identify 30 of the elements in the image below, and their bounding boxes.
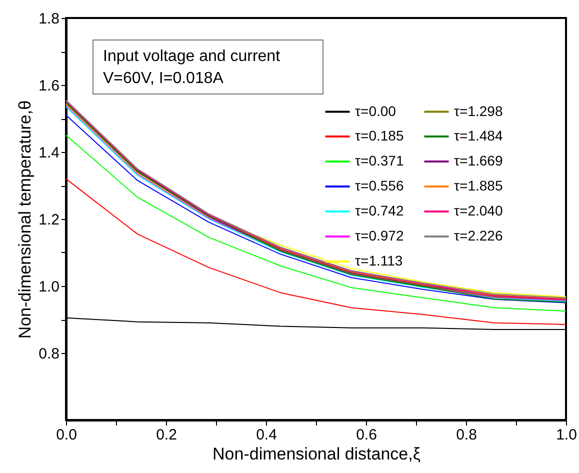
x-tick-label: 0.6 [356,426,377,444]
legend-label: τ=0.371 [355,152,404,168]
legend-label: τ=0.972 [355,228,404,244]
legend-label: τ=1.113 [355,252,403,268]
legend-label: τ=1.484 [454,128,503,144]
x-tick-label: 0.8 [456,426,477,444]
annotation: V=60V, I=0.018A [103,70,224,87]
x-axis-title: Non-dimensional distance,ξ [212,444,421,464]
y-tick-label: 1.4 [38,144,60,162]
x-tick-label: 0.0 [56,426,77,444]
legend-label: τ=0.742 [355,202,404,218]
annotation: Input voltage and current [103,48,281,65]
legend-label: τ=1.669 [454,152,503,168]
legend-label: τ=0.185 [355,128,404,144]
y-axis-title: Non-dimensional temperature,θ [16,100,35,339]
y-tick-label: 1.2 [38,212,60,228]
y-tick-label: 1.6 [38,78,60,94]
legend-label: τ=2.040 [454,202,503,218]
legend-label: τ=2.226 [454,228,503,244]
y-tick-label: 1.0 [38,278,60,296]
x-tick-label: 1.0 [556,426,577,444]
legend-label: τ=1.298 [454,102,503,119]
y-tick-label: 0.8 [38,346,60,362]
legend-label: τ=0.00 [355,102,396,119]
legend-label: τ=0.556 [355,178,404,194]
x-tick-label: 0.4 [256,426,277,444]
legend-label: τ=1.885 [454,178,503,194]
y-tick-label: 1.8 [38,10,60,28]
line-series [66,178,566,326]
x-tick-label: 0.2 [156,426,177,444]
